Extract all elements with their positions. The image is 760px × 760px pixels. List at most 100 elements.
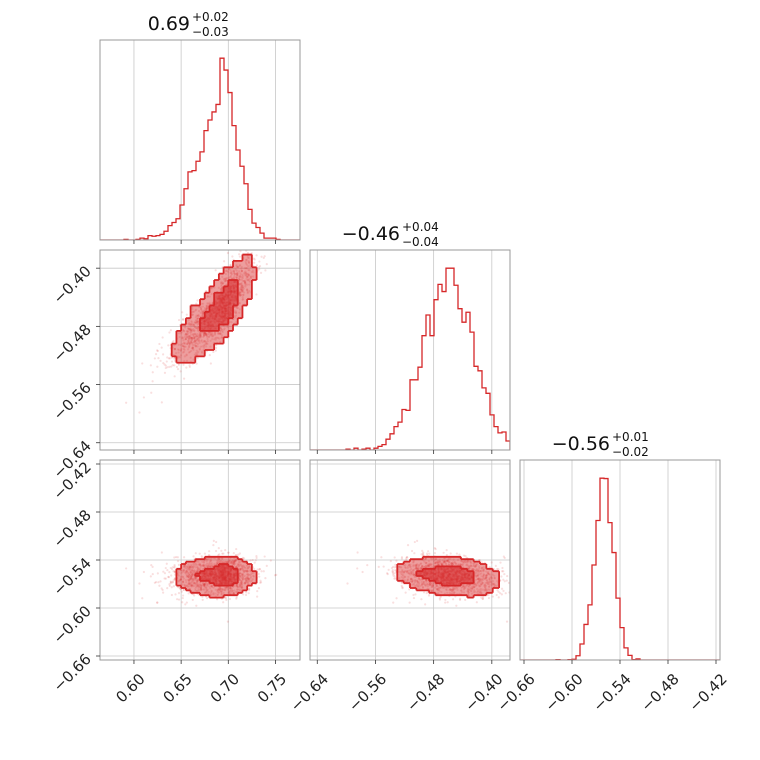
sample-point (487, 572, 490, 576)
sample-point (476, 587, 479, 591)
sample-point (408, 601, 411, 604)
sample-point (416, 580, 419, 584)
sample-point (193, 332, 196, 335)
sample-point (204, 563, 207, 567)
sample-point (173, 347, 177, 350)
histogram-0 (100, 57, 300, 240)
sample-point (220, 289, 223, 292)
sample-point (510, 592, 512, 594)
sample-point (186, 342, 189, 346)
sample-point (456, 588, 459, 591)
sample-point (241, 273, 244, 276)
sample-point (500, 593, 503, 596)
sample-point (460, 586, 463, 589)
sample-point (198, 552, 201, 555)
sample-point (200, 586, 203, 589)
sample-point (184, 333, 187, 336)
sample-point (205, 334, 208, 337)
sample-point (242, 573, 245, 576)
sample-point (242, 293, 245, 296)
sample-point (205, 345, 208, 348)
sample-point (252, 575, 255, 578)
sample-point (194, 562, 197, 566)
sample-point (191, 341, 194, 344)
sample-point (411, 570, 414, 573)
sample-point (257, 266, 260, 269)
sample-point (244, 281, 247, 284)
sample-point (424, 565, 427, 568)
sample-point (415, 579, 419, 582)
sample-point (436, 561, 439, 564)
sample-point (255, 554, 258, 558)
sample-point (402, 574, 405, 577)
sample-point (190, 342, 193, 345)
sample-point (424, 603, 427, 606)
sample-point (253, 561, 256, 564)
sample-point (224, 588, 227, 591)
sample-point (244, 283, 247, 287)
sample-point (206, 332, 209, 336)
sample-point (450, 561, 453, 565)
sample-point (183, 564, 186, 567)
sample-point (417, 576, 421, 579)
sample-point (433, 552, 436, 555)
sample-point (244, 274, 247, 277)
sample-point (203, 583, 206, 586)
sample-point (197, 321, 200, 324)
sample-point (201, 567, 204, 571)
sample-point (419, 578, 422, 581)
sample-point (193, 579, 196, 582)
sample-point (195, 321, 198, 324)
sample-point (173, 570, 177, 573)
sample-point (391, 572, 395, 575)
sample-point (410, 577, 413, 581)
sample-point (255, 556, 258, 560)
sample-point (497, 590, 500, 593)
sample-point (220, 592, 223, 596)
sample-point (177, 363, 180, 366)
sample-point (220, 282, 223, 285)
sample-point (203, 331, 206, 334)
sample-point (450, 562, 453, 565)
sample-point (269, 559, 272, 562)
sample-point (172, 585, 175, 588)
sample-point (202, 339, 206, 343)
sample-point (203, 331, 207, 334)
sample-point (245, 258, 248, 261)
sample-point (169, 329, 172, 332)
sample-point (182, 347, 185, 350)
sample-point (476, 569, 480, 573)
sample-point (207, 331, 210, 334)
sample-point (219, 332, 222, 335)
sample-point (485, 584, 488, 587)
sample-point (356, 567, 359, 570)
sample-point (225, 561, 228, 564)
sample-point (241, 578, 244, 581)
sample-point (169, 581, 172, 584)
sample-point (198, 585, 201, 589)
sample-point (217, 591, 220, 594)
sample-point (248, 283, 251, 286)
sample-point (142, 570, 145, 574)
sample-point (156, 349, 159, 353)
sample-point (165, 562, 168, 565)
sample-point (203, 331, 206, 335)
sample-point (246, 256, 249, 259)
sample-point (199, 335, 202, 338)
sample-point (489, 580, 492, 583)
sample-point (255, 254, 258, 257)
sample-point (191, 573, 194, 576)
sample-point (477, 580, 480, 583)
sample-point (438, 583, 442, 586)
sample-point (366, 564, 369, 567)
sample-point (427, 550, 430, 553)
sample-point (195, 579, 198, 582)
sample-point (377, 565, 380, 568)
sample-point (203, 332, 206, 335)
sample-point (491, 582, 495, 586)
sample-point (219, 281, 223, 284)
sample-point (185, 581, 188, 584)
sample-point (239, 291, 242, 294)
sample-point (193, 581, 196, 584)
sample-point (248, 289, 251, 293)
